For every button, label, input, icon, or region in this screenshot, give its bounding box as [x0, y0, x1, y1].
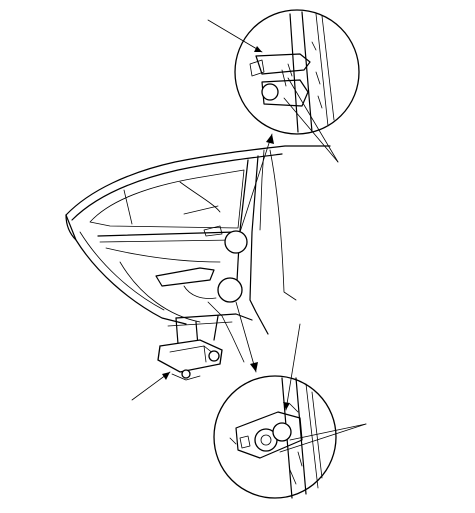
- upper-hinge-plate: [261, 79, 309, 107]
- door-check-line: [207, 301, 245, 363]
- upper-connector-line: [239, 133, 273, 233]
- lower-hinge-circle: [217, 277, 243, 303]
- lower-small-detail: [229, 437, 237, 445]
- door-window-glass: [89, 169, 245, 229]
- window-reflection: [179, 181, 221, 213]
- lower-pillar-edge-3: [305, 383, 319, 489]
- quarter-panel: [65, 214, 77, 241]
- door-bottom: [175, 313, 253, 321]
- floor-jack: [131, 315, 223, 401]
- lower-hinge-boss-2: [272, 422, 292, 442]
- upper-pillar-edge-3: [315, 13, 329, 127]
- window-divider: [123, 189, 133, 225]
- lower-pillar-edge-2: [295, 377, 307, 495]
- jack-post-left: [175, 317, 179, 345]
- jack-arrowhead: [162, 372, 170, 380]
- lower-hinge-boss-inner: [260, 434, 272, 446]
- upper-leader-line-3: [287, 77, 339, 163]
- lock-knob: [203, 225, 223, 237]
- b-pillar-inner: [259, 149, 265, 231]
- upper-hinge-circle: [224, 230, 248, 254]
- upper-connector-arrowhead: [266, 134, 274, 144]
- belt-line: [97, 231, 237, 237]
- upper-pillar-edge-1: [289, 13, 299, 133]
- upper-arrowhead-1: [254, 46, 262, 52]
- upper-door-edge-piece: [249, 59, 265, 77]
- jack-panel-line: [203, 345, 207, 363]
- door-front-edge: [235, 159, 249, 301]
- upper-bolt-2: [287, 63, 293, 77]
- door-handle-armrest: [155, 267, 215, 287]
- lower-pillar-marks: [289, 403, 303, 485]
- lower-hinge-plate: [235, 411, 303, 459]
- door-pocket: [183, 285, 217, 299]
- jack-leader-line: [131, 371, 171, 401]
- jack-post-right: [213, 315, 219, 341]
- sill-line: [167, 321, 233, 327]
- upper-leader-line-2: [283, 97, 339, 163]
- roof-line-outer: [65, 145, 331, 216]
- upper-pillar-edge-2: [301, 11, 313, 133]
- upper-pillar-marks: [311, 41, 323, 109]
- belt-line-inner: [99, 239, 235, 243]
- upper-detail-circle: [234, 9, 360, 135]
- lower-arrowhead-1: [283, 402, 290, 410]
- upper-leader-line-1: [207, 19, 263, 53]
- upper-hinge-detail: [207, 9, 360, 233]
- upper-bolt-1: [281, 69, 287, 87]
- lower-connector-arrowhead: [250, 362, 258, 372]
- b-pillar: [249, 155, 269, 335]
- upper-hinge-pin: [261, 83, 279, 101]
- door-panel-lower: [119, 261, 201, 323]
- lower-connector-line: [235, 301, 257, 373]
- front-door-edge: [269, 149, 297, 301]
- lower-hinge-detail: [213, 301, 367, 499]
- jack-wheel: [181, 369, 191, 379]
- lower-leader-line-3: [279, 423, 367, 453]
- jack-base: [171, 373, 201, 381]
- door-rear-edge-inner: [79, 231, 165, 311]
- window-reflection-2: [183, 205, 219, 215]
- lower-leader-line-2: [289, 423, 367, 441]
- door-trim-upper: [105, 247, 221, 263]
- lower-leader-line-1: [285, 323, 301, 411]
- door-rear-edge: [65, 214, 187, 325]
- lower-pillar-edge-4: [311, 391, 323, 479]
- car-body: [65, 145, 331, 363]
- upper-hinge-bracket: [255, 53, 311, 75]
- jack-knob: [208, 350, 220, 362]
- upper-pillar-edge-4: [321, 15, 335, 121]
- lower-door-edge-piece: [239, 435, 251, 449]
- roof-line-inner: [71, 153, 283, 221]
